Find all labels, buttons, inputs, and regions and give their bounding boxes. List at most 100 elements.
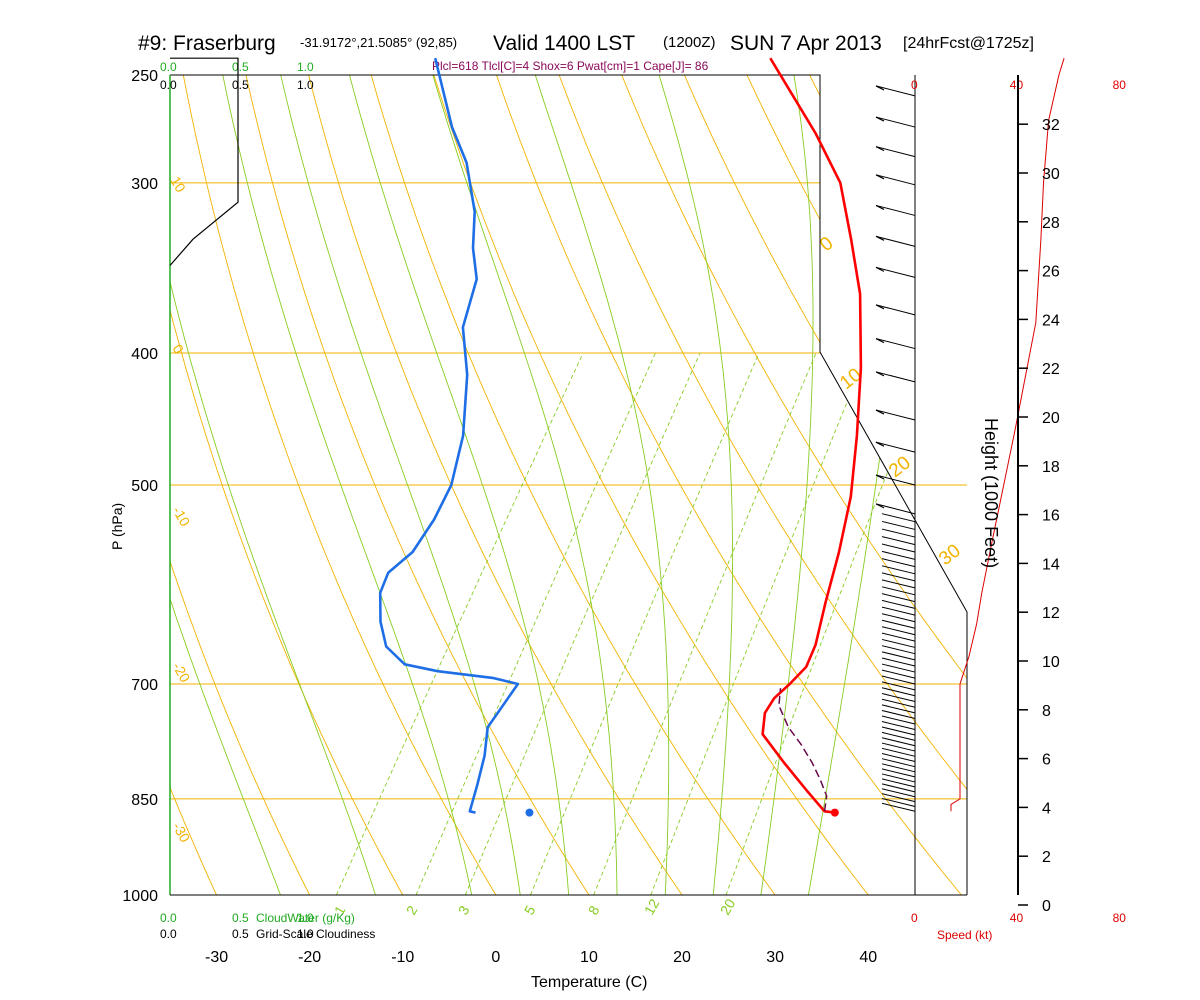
height-tick-label: 26 <box>1042 264 1060 281</box>
cloudwater-tick-top: 1.0 <box>297 60 314 74</box>
cloudiness-tick-top: 1.0 <box>297 78 314 92</box>
mixing-ratio-line <box>650 352 868 895</box>
wind-barb-feather <box>875 338 885 344</box>
dry-adiabat <box>170 75 420 895</box>
speed-tick-top: 0 <box>911 78 918 92</box>
temperature-tick-label: 10 <box>580 949 598 966</box>
height-tick-label: 2 <box>1042 849 1051 866</box>
wind-barb <box>881 793 916 803</box>
height-tick-label: 0 <box>1042 898 1051 915</box>
temperature-tick-label: -30 <box>205 949 228 966</box>
dry-adiabat-label: 10 <box>167 174 189 196</box>
wind-barb <box>875 85 916 97</box>
mixing-ratio-line <box>335 352 584 895</box>
chart-subtitle: Plcl=618 Tlcl[C]=4 Shox=6 Pwat[cm]=1 Cap… <box>432 59 709 73</box>
wind-barb-feather <box>875 85 885 91</box>
temperature-tick-label: 30 <box>766 949 784 966</box>
wind-barb <box>881 586 916 596</box>
wind-barb <box>881 768 916 778</box>
temperature-tick-label: -10 <box>391 949 414 966</box>
dry-adiabat <box>364 75 797 895</box>
height-tick-label: 4 <box>1042 800 1051 817</box>
cloudwater-tick-bottom: 1.0 <box>297 911 314 925</box>
dry-adiabat <box>549 75 967 895</box>
speed-tick-top: 40 <box>1010 78 1024 92</box>
pressure-tick-label: 700 <box>131 677 158 694</box>
wind-barb <box>881 788 916 798</box>
wind-barb <box>881 528 916 538</box>
mixing-ratio-line <box>593 352 817 895</box>
speed-axis-label: Speed (kt) <box>937 928 992 942</box>
height-tick-label: 16 <box>1042 508 1060 525</box>
wind-barb-feather <box>875 409 885 415</box>
moist-adiabat <box>170 75 385 895</box>
mixing-ratio-label: 5 <box>521 903 539 918</box>
chart-title-date: SUN 7 Apr 2013 <box>730 32 882 55</box>
sounding-series <box>378 57 863 817</box>
wind-barb <box>881 747 916 757</box>
wind-barb-feather <box>875 266 885 272</box>
cloudiness-panel: 0.0 0.0 0.0 0.0 0.5 0.5 0.5 0.5 1.0 1.0 1.0 1.0 <box>160 57 314 941</box>
pressure-tick-label: 1000 <box>122 888 158 905</box>
mixing-ratio-label: 12 <box>641 896 663 918</box>
wind-barb <box>881 693 916 702</box>
moist-adiabat-label: 0 <box>816 233 837 256</box>
dry-adiabat <box>984 51 1200 924</box>
wind-barb-feather <box>875 235 885 241</box>
wind-barb <box>875 409 916 421</box>
wind-barb <box>881 773 916 783</box>
chart-title-valid: Valid 1400 LST <box>493 32 635 55</box>
temperature-tick-label: 20 <box>673 949 691 966</box>
dry-adiabat <box>859 75 967 895</box>
moist-adiabat-label: 20 <box>885 452 915 482</box>
cloudiness-tick-bottom: 0.5 <box>232 927 249 941</box>
height-tick-label: 6 <box>1042 752 1051 769</box>
cloudwater-tick-bottom: 0.0 <box>160 911 177 925</box>
cloudwater-tick-bottom: 0.5 <box>232 911 249 925</box>
wind-barb <box>881 687 916 697</box>
height-tick-label: 8 <box>1042 703 1051 720</box>
wind-barb <box>881 778 916 788</box>
height-tick-label: 22 <box>1042 361 1060 378</box>
temperature-ticks: -30 -20 -10 0 10 20 30 40 <box>205 949 877 966</box>
wind-barb <box>881 599 916 609</box>
wind-barb-feather <box>875 371 885 377</box>
wind-barb <box>875 235 916 247</box>
wind-barb <box>881 572 916 582</box>
surface-dewpoint-dot <box>525 808 534 817</box>
dry-adiabat-label: -30 <box>169 820 193 846</box>
wind-speed-panel: 0040408080120120 <box>911 58 1127 925</box>
wind-barb-feather <box>875 116 885 122</box>
mixing-ratio-label: 8 <box>585 903 603 918</box>
wind-barb <box>881 558 916 568</box>
cloudiness-tick-top: 0.5 <box>232 78 249 92</box>
mixing-ratio-label: 2 <box>403 903 421 918</box>
wind-barb-feather <box>875 503 885 509</box>
mixing-ratio-label: 20 <box>717 896 739 918</box>
mixing-ratio-lines <box>335 352 936 895</box>
mixing-ratio-label: 3 <box>455 903 473 918</box>
dry-adiabats <box>170 51 1200 924</box>
wind-barb <box>881 593 916 603</box>
parcel-line <box>778 688 828 812</box>
wind-barb <box>881 698 916 708</box>
moist-adiabat <box>534 75 670 895</box>
wind-barb <box>881 675 916 685</box>
mixing-ratio-line <box>725 352 936 895</box>
wind-barb <box>881 613 916 623</box>
wind-barb-feather <box>875 474 885 480</box>
height-tick-label: 10 <box>1042 654 1060 671</box>
wind-barb <box>875 266 916 278</box>
moist-adiabat <box>432 75 618 895</box>
moist-adiabat <box>349 75 572 895</box>
speed-tick-top: 80 <box>1113 78 1127 92</box>
temperature-line <box>761 57 863 814</box>
wind-barb <box>881 758 916 768</box>
wind-barb <box>881 651 916 661</box>
wind-barb <box>875 116 916 128</box>
wind-barb <box>881 565 916 575</box>
wind-barb <box>875 204 916 216</box>
